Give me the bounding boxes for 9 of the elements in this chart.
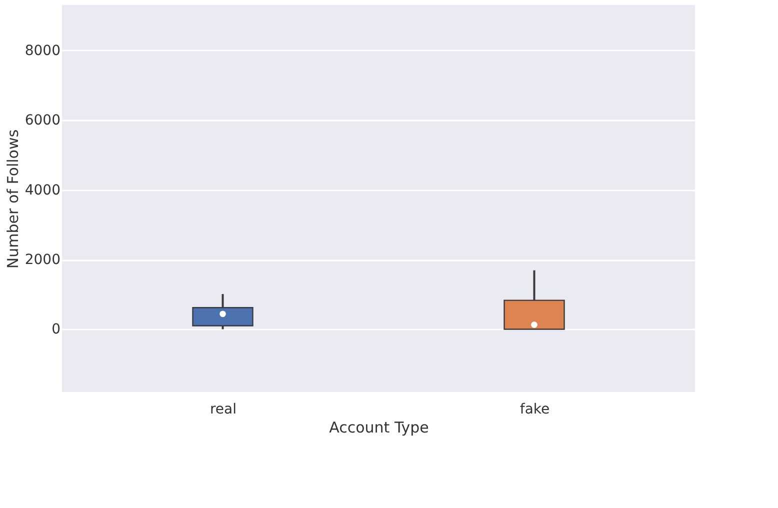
x-axis-title: Account Type [329,418,429,436]
y-axis-title: Number of Follows [4,129,22,269]
y-tick-label: 8000 [24,42,60,59]
x-tick-label: real [210,402,237,418]
y-tick-label: 6000 [24,112,60,129]
y-tick-label: 0 [52,322,60,338]
y-tick-label: 4000 [24,182,60,198]
x-tick-label: fake [520,402,550,418]
y-tick-label: 2000 [24,252,60,268]
